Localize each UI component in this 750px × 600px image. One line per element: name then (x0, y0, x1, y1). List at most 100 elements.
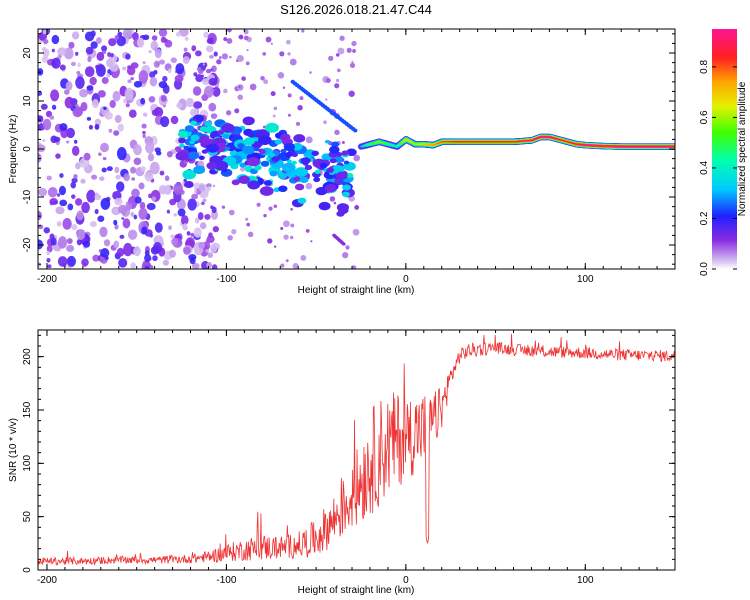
spectrogram-noise-blob (174, 146, 182, 153)
spectrogram-scatter-blob (182, 169, 197, 180)
spectrogram-noise-blob (88, 124, 94, 130)
spectrogram-scatter-blob (280, 133, 291, 141)
spectrogram-noise-blob (40, 103, 48, 110)
spectrogram-noise-blob (114, 35, 120, 41)
snr-ytick-label: 100 (22, 455, 33, 472)
spectrogram-noise-blob (180, 215, 189, 226)
spectrogram-noise-blob (94, 123, 100, 130)
spectrogram-scatter-blob (292, 142, 303, 151)
spectrogram-noise-blob (74, 198, 83, 206)
spectrogram-noise-blob (142, 133, 146, 139)
spectrogram-noise-blob (123, 173, 130, 182)
spectrogram-scatter-blob (297, 197, 307, 204)
spectrogram-noise-blob (208, 102, 217, 112)
spectrogram-noise-blob (50, 237, 57, 246)
spectrogram-noise-blob (205, 249, 210, 253)
spectrogram-noise-blob (117, 31, 123, 37)
spectrogram-noise-blob (50, 89, 60, 102)
spectrogram-noise-blob (206, 45, 214, 53)
spectrogram-noise-blob (183, 178, 187, 183)
spectrogram-noise-blob (92, 254, 100, 262)
spectrogram-noise-blob (70, 181, 76, 189)
spectrogram-noise-blob (191, 262, 200, 269)
spectrogram-scatter-blob (330, 141, 340, 148)
spectrogram-scatter-blob (193, 165, 206, 175)
spectrogram-noise-blob (211, 264, 218, 269)
spectrogram-noise-blob (103, 106, 107, 111)
spectrogram-noise-blob (190, 257, 195, 261)
spectrogram-faint-blob (256, 202, 261, 207)
spectrogram-noise-blob (38, 115, 44, 123)
spectrogram-scatter-blob (283, 142, 296, 152)
spectrogram-noise-blob (100, 142, 109, 153)
spectrogram-noise-blob (206, 238, 211, 243)
spectrogram-noise-blob (122, 66, 127, 71)
spectrogram-noise-blob (160, 95, 167, 102)
spectrogram-noise-blob (90, 221, 97, 228)
spectrogram-noise-blob (82, 240, 91, 248)
spectrogram-noise-blob (123, 98, 127, 104)
spectrogram-noise-blob (162, 104, 166, 108)
spectrogram-faint-blob (218, 56, 222, 59)
spectrogram-noise-blob (192, 101, 203, 109)
spectrogram-noise-blob (149, 71, 156, 78)
spectrogram-noise-blob (138, 182, 145, 190)
spectrogram-noise-blob (210, 210, 218, 220)
spectrogram-faint-blob (262, 125, 266, 129)
spectrogram-scatter-blob (294, 167, 308, 177)
spectrogram-scatter-blob (177, 130, 188, 138)
spectrogram-faint-blob (287, 93, 292, 98)
spectrogram-noise-blob (38, 262, 42, 268)
spectrogram-noise-blob (91, 98, 99, 109)
spectrogram-scatter-blob (198, 135, 210, 145)
spectrogram-scatter-blob (258, 135, 272, 146)
spectrogram-noise-blob (57, 256, 68, 267)
spectrogram-faint-blob (223, 37, 228, 41)
spectrogram-noise-blob (154, 222, 163, 233)
spectrogram-noise-blob (91, 174, 98, 180)
spectrogram-noise-blob (56, 155, 60, 159)
snr-xtick-label: 0 (403, 575, 409, 586)
spectrogram-noise-blob (116, 247, 125, 257)
spectrogram-faint-blob (287, 52, 291, 56)
spectrogram-faint-blob (273, 204, 278, 209)
spectrogram-scatter-blob (237, 143, 245, 149)
spectrogram-faint-blob (236, 54, 244, 62)
spectrogram-noise-blob (47, 187, 58, 198)
spectrogram-noise-blob (204, 213, 211, 220)
spectrogram-faint-blob (341, 141, 345, 144)
spectrogram-noise-blob (65, 244, 75, 252)
snr-xtick-label: -100 (216, 575, 236, 586)
spectrogram-faint-blob (290, 207, 293, 211)
spectrogram-faint-blob (213, 88, 216, 92)
spectrogram-noise-blob (72, 107, 83, 118)
spectrogram-noise-blob (81, 201, 90, 214)
snr-plot-area (38, 333, 675, 566)
spectrogram-noise-blob (103, 239, 111, 247)
spectrogram-noise-blob (86, 189, 96, 203)
spectrogram-noise-blob (83, 152, 91, 161)
spectrogram-noise-blob (185, 98, 195, 108)
spectrogram-faint-blob (339, 35, 345, 41)
spectrogram-noise-blob (114, 114, 122, 124)
spectrogram-faint-blob (229, 55, 232, 59)
colorbar-gradient (712, 29, 737, 269)
spectrogram-noise-blob (96, 51, 105, 61)
spectrogram-scatter-blob (293, 176, 301, 182)
spectrogram-noise-blob (148, 96, 156, 103)
spectrogram-noise-blob (86, 85, 94, 91)
spectrogram-faint-blob (295, 121, 301, 126)
spectrogram-scatter-blob (329, 158, 337, 164)
spectrogram-noise-blob (107, 52, 111, 57)
spectrogram-noise-blob (101, 167, 107, 173)
spectrogram-ylabel: Frequency (Hz) (8, 115, 19, 184)
spectrogram-noise-blob (108, 128, 113, 133)
spectrogram-faint-blob (227, 235, 233, 241)
spectrogram-noise-blob (176, 102, 183, 109)
spectrogram-faint-blob (249, 83, 257, 91)
spectrogram-noise-blob (148, 50, 152, 54)
spectrogram-scatter-blob (209, 169, 216, 175)
spectrogram-noise-blob (191, 45, 197, 52)
spectrogram-faint-blob (346, 47, 352, 53)
spectrogram-noise-blob (210, 244, 218, 254)
